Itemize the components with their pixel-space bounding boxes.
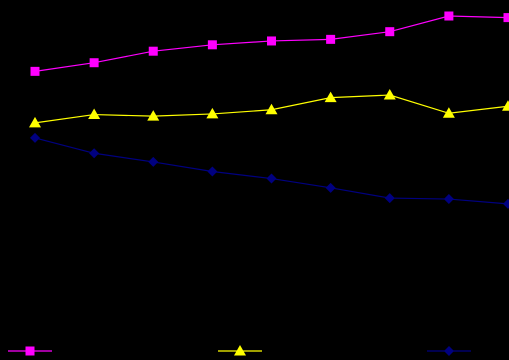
series-1-point [89,58,99,68]
series-1-point [30,66,40,76]
plot-area [29,11,509,209]
series-2-point [88,108,101,120]
series-2-point [442,107,455,118]
series-2-point [502,100,509,111]
series-3-point [266,173,277,184]
series-3-point [325,182,336,193]
legend-entry-2 [218,345,262,356]
legend-entry-1 [8,346,52,356]
series-3-point [443,194,454,205]
series-2-point [147,110,160,121]
legend [8,345,471,356]
series-3-point [207,166,218,177]
series-3-point [384,193,395,204]
series-1-point [385,27,395,37]
series-1 [30,11,509,76]
series-1-point [267,36,276,46]
series-3-point [30,132,40,143]
series-1-point [148,46,158,56]
series-3-point [503,198,509,209]
series-1-point [444,11,454,21]
series-2-point [265,103,278,115]
series-3-point [148,156,159,167]
legend-marker-3 [444,346,454,356]
series-3-point [89,148,100,159]
legend-entry-3 [427,346,471,356]
series-3 [30,132,509,209]
series-1-point [503,13,509,23]
legend-marker-2 [234,345,246,356]
series-2 [29,89,509,128]
series-1-point [326,34,336,44]
series-2-point [29,116,41,128]
series-2-point [206,107,219,119]
series-1-point [207,40,217,50]
series-2-point [324,91,337,103]
legend-marker-1 [25,346,35,356]
series-2-point [383,89,396,100]
